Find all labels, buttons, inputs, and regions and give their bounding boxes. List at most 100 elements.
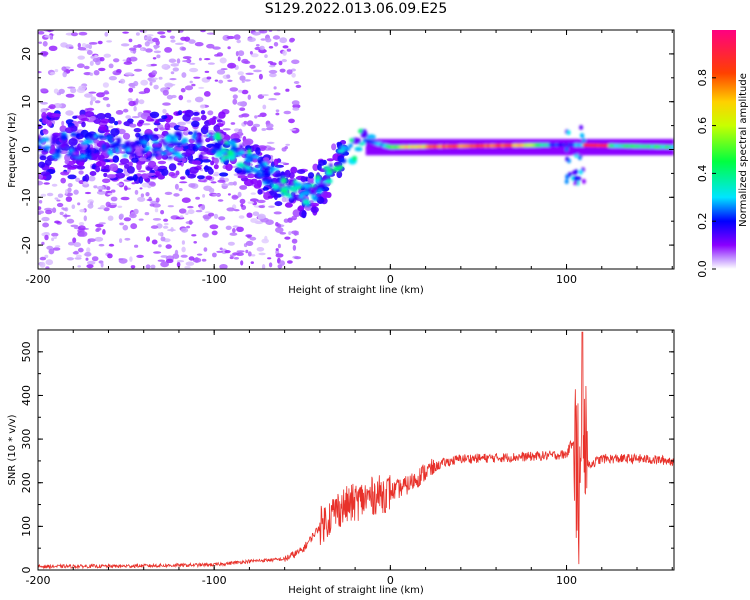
heatmap-cell (73, 250, 79, 255)
heatmap-cell (266, 123, 274, 129)
heatmap-cell (224, 177, 229, 182)
heatmap-cell (96, 134, 106, 139)
heatmap-cell (59, 125, 67, 133)
heatmap-cell (162, 225, 169, 229)
heatmap-cell (170, 71, 175, 75)
heatmap-cell (123, 108, 129, 113)
heatmap-cell (277, 243, 281, 249)
spectrogram-y-axis-label: Frequency (Hz) (7, 112, 18, 188)
heatmap-cell (202, 124, 209, 131)
heatmap-cell (339, 158, 347, 164)
heatmap-cell (196, 253, 203, 256)
heatmap-cell (257, 114, 262, 118)
heatmap-cell (251, 126, 257, 132)
heatmap-cell (140, 139, 146, 145)
heatmap-cell (77, 202, 81, 206)
heatmap-cell (264, 54, 268, 58)
heatmap-cell (312, 195, 319, 202)
heatmap-cell (181, 240, 185, 245)
heatmap-cell (317, 182, 327, 186)
heatmap-cell (51, 237, 55, 242)
heatmap-cell (273, 158, 279, 166)
heatmap-cell (167, 229, 176, 232)
heatmap-cell (138, 176, 144, 184)
heatmap-cell (67, 174, 77, 180)
heatmap-cell (175, 170, 180, 176)
heatmap-cell (188, 219, 193, 225)
heatmap-cell (241, 80, 245, 83)
heatmap-cell (225, 225, 232, 230)
heatmap-cell (100, 168, 109, 172)
heatmap-cell (564, 146, 569, 152)
heatmap-cell (121, 144, 126, 149)
heatmap-cell (150, 264, 156, 269)
heatmap-cell (229, 232, 238, 236)
heatmap-cell (87, 139, 94, 144)
heatmap-cell (110, 196, 118, 202)
heatmap-cell (150, 63, 158, 67)
heatmap-cell (302, 183, 311, 189)
heatmap-cell (234, 167, 243, 174)
heatmap-cell (38, 144, 42, 149)
x-tick-label: 100 (556, 574, 577, 587)
heatmap-cell (48, 45, 58, 51)
heatmap-cell (84, 251, 92, 257)
heatmap-cell (84, 174, 90, 182)
heatmap-cell (191, 83, 196, 87)
heatmap-cell (60, 133, 68, 141)
heatmap-cell (163, 218, 169, 222)
heatmap-cell (145, 264, 151, 269)
y-tick-label: 500 (20, 341, 33, 362)
heatmap-cell (336, 149, 346, 154)
heatmap-cell (38, 210, 45, 214)
heatmap-cell (180, 36, 187, 41)
heatmap-cell (236, 250, 245, 253)
heatmap-cell (281, 59, 287, 63)
heatmap-cell (161, 168, 169, 176)
heatmap-cell (291, 72, 296, 78)
heatmap-cell (176, 58, 181, 64)
heatmap-cell (247, 148, 252, 155)
heatmap-cell (189, 62, 196, 65)
heatmap-cell (246, 212, 253, 218)
heatmap-cell (40, 51, 49, 56)
heatmap-cell (153, 50, 162, 54)
heatmap-cell (59, 150, 68, 155)
heatmap-cell (250, 254, 256, 257)
heatmap-cell (274, 201, 283, 207)
heatmap-cell (567, 172, 572, 177)
heatmap-cell (180, 176, 186, 180)
heatmap-cell (113, 58, 120, 63)
colorbar-tick-label: 0.4 (696, 165, 709, 183)
heatmap-cell (217, 179, 226, 183)
heatmap-cell (232, 228, 236, 233)
heatmap-cell (187, 173, 197, 179)
heatmap-cell (85, 257, 89, 261)
heatmap-cell (152, 57, 157, 60)
heatmap-cell (42, 41, 48, 47)
heatmap-cell (203, 91, 211, 97)
heatmap-cell (98, 243, 105, 247)
heatmap-cell (51, 232, 59, 237)
heatmap-cell (262, 187, 269, 191)
heatmap-cell (79, 231, 88, 237)
heatmap-cell (194, 96, 204, 103)
heatmap-cell (227, 139, 237, 146)
heatmap-cell (268, 205, 275, 208)
heatmap-cell (77, 247, 84, 253)
heatmap-cell (581, 178, 586, 184)
colorbar-gradient (712, 30, 736, 269)
heatmap-cell (291, 59, 300, 65)
heatmap-cell (289, 185, 299, 192)
heatmap-cell (130, 223, 138, 230)
colorbar-tick-label: 0.8 (696, 69, 709, 87)
heatmap-cell (41, 137, 49, 142)
heatmap-cell (201, 204, 206, 211)
heatmap-cell (98, 67, 106, 72)
heatmap-cell (217, 199, 224, 202)
heatmap-cell (247, 173, 255, 179)
heatmap-cell (284, 202, 293, 208)
heatmap-cell (205, 137, 211, 143)
heatmap-cell (251, 168, 260, 173)
